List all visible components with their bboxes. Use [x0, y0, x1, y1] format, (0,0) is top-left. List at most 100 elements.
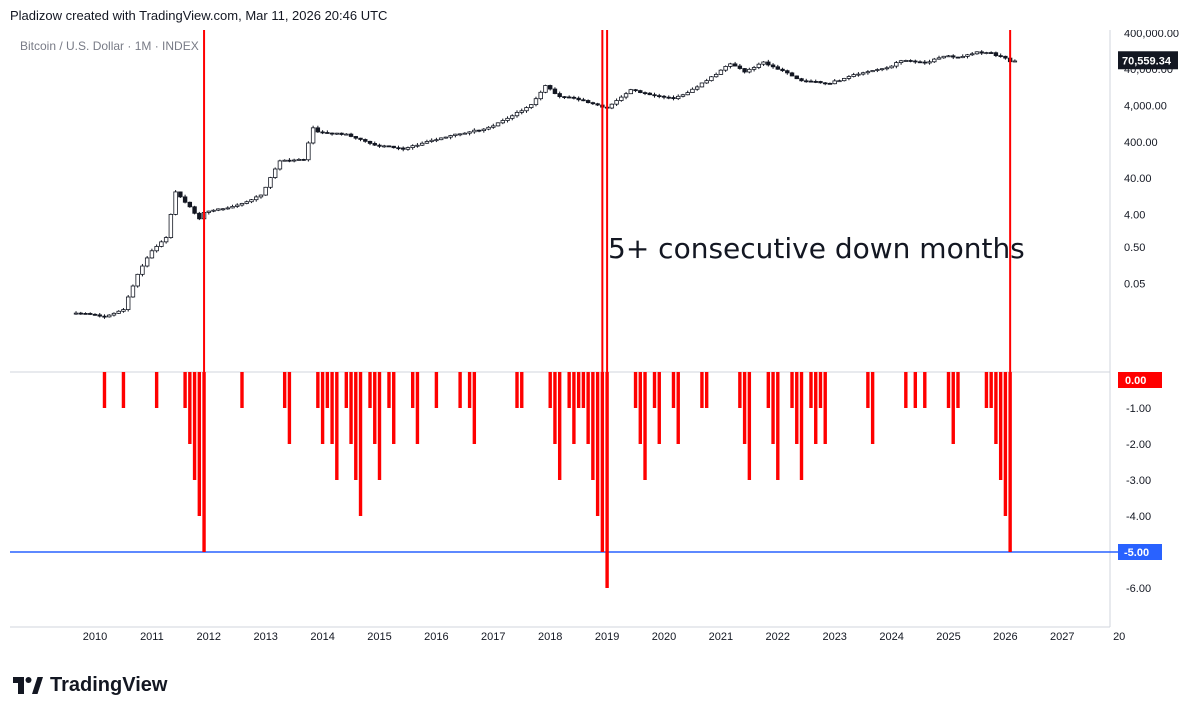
time-axis-tick: 2022 — [766, 631, 790, 643]
tradingview-logo[interactable]: TradingView — [13, 672, 167, 698]
candle-body — [424, 141, 430, 144]
candle-body — [382, 145, 387, 148]
histogram-bar — [581, 372, 586, 408]
candle — [377, 143, 382, 148]
candle — [770, 63, 776, 69]
time-axis-tick: 2024 — [879, 631, 903, 643]
candle — [168, 213, 174, 239]
candle-body — [88, 313, 93, 315]
candle — [367, 140, 373, 146]
candle-body — [1003, 55, 1008, 59]
candle-body — [268, 177, 273, 188]
histogram-bar — [904, 372, 908, 408]
last-price-badge: 70,559.34 — [1122, 55, 1172, 67]
threshold-badge: -5.00 — [1124, 547, 1149, 559]
histogram-bar — [738, 372, 742, 408]
candle-body — [557, 93, 562, 98]
price-axis-tick: 0.05 — [1124, 279, 1145, 291]
candle-body — [538, 91, 543, 100]
candle — [491, 123, 496, 129]
price-axis-tick: 400.00 — [1124, 137, 1158, 149]
candle-body — [339, 132, 344, 135]
candle-body — [917, 61, 923, 64]
candle — [401, 146, 406, 152]
time-axis-tick: 2018 — [538, 631, 562, 643]
candle-body — [514, 111, 520, 117]
candle-body — [83, 312, 88, 315]
candle-body — [756, 63, 762, 68]
candle-body — [107, 314, 112, 318]
histogram-bar — [121, 372, 126, 408]
candle-body — [562, 96, 567, 99]
histogram-bar — [387, 372, 391, 408]
price-axis-tick: 0.50 — [1124, 242, 1145, 254]
candle-body — [320, 131, 325, 134]
candle-body — [927, 61, 932, 64]
chart-area[interactable]: 0.050.504.0040.00400.004,000.0040,000.00… — [10, 30, 1190, 650]
time-axis-tick: 2021 — [709, 631, 733, 643]
candle-body — [709, 76, 714, 82]
candle-body — [448, 135, 453, 138]
symbol-label[interactable]: Bitcoin / U.S. Dollar · 1M · INDEX — [20, 39, 199, 53]
candle — [676, 94, 681, 101]
candle — [282, 159, 287, 162]
price-axis-tick: 40.00 — [1124, 173, 1152, 185]
histogram-bar — [633, 372, 638, 408]
histogram-bar — [316, 372, 320, 408]
candle — [704, 78, 709, 84]
candle — [666, 95, 671, 100]
candle — [396, 145, 401, 151]
candle — [514, 110, 520, 118]
candle-body — [585, 100, 591, 104]
candle-body — [334, 132, 340, 135]
candle-body — [676, 95, 681, 100]
candle-body — [476, 129, 482, 132]
candle — [462, 132, 468, 135]
candle-body — [922, 61, 927, 64]
candle — [581, 97, 586, 102]
time-axis-tick: 2013 — [253, 631, 277, 643]
candle-body — [78, 312, 83, 315]
candle-body — [609, 103, 615, 109]
candle — [609, 103, 615, 110]
candle-body — [263, 186, 268, 196]
candle-body — [144, 257, 150, 267]
candle-body — [310, 127, 316, 144]
candle-body — [220, 208, 226, 211]
candle-body — [690, 88, 695, 93]
candle — [756, 62, 762, 70]
candle-body — [737, 65, 743, 69]
candle — [761, 61, 766, 66]
candle-body — [590, 102, 596, 105]
annotation-text: 5+ consecutive down months — [608, 232, 1025, 265]
candle — [742, 68, 747, 74]
candle — [163, 236, 169, 244]
candle — [73, 311, 79, 315]
candle-body — [652, 94, 657, 97]
candle-body — [277, 160, 283, 170]
candle-body — [813, 81, 818, 83]
candle — [363, 138, 368, 143]
candle-body — [434, 139, 439, 142]
candle-body — [898, 60, 904, 63]
histogram-bar — [553, 372, 557, 444]
candle-body — [1012, 60, 1018, 63]
candle — [808, 79, 814, 83]
candle — [699, 82, 705, 88]
candle-body — [879, 68, 885, 71]
candle — [614, 98, 619, 106]
candle — [780, 67, 785, 72]
histogram-bar — [984, 372, 989, 408]
candle — [533, 96, 539, 107]
candle-body — [168, 213, 174, 238]
candle-body — [713, 74, 719, 78]
candle — [287, 158, 292, 163]
candle-body — [595, 103, 600, 106]
time-axis-tick: 2015 — [367, 631, 391, 643]
histogram-bar — [434, 372, 439, 408]
candle — [865, 70, 871, 75]
candle — [211, 209, 216, 213]
candle-body — [140, 265, 145, 275]
candle — [538, 90, 543, 101]
candle-body — [524, 107, 529, 112]
